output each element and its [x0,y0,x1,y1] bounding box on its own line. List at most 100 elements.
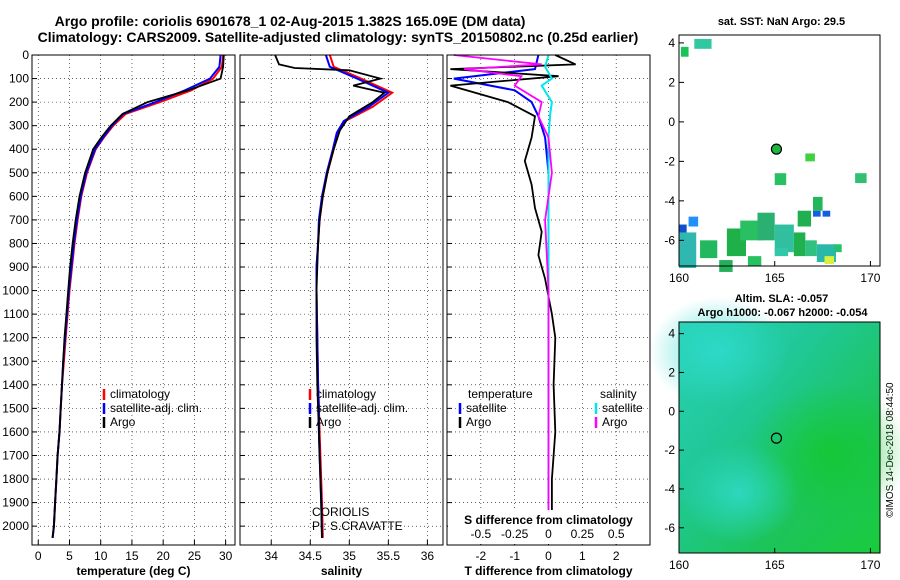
salinity-xtick-label: 36 [421,549,435,563]
sst-patch [855,173,867,184]
difference-xtick-label: -1 [509,549,520,563]
map-ytick-label: 2 [668,365,675,379]
salinity-xtick-label: 35 [343,549,357,563]
temperature-xtick-label: 20 [156,549,170,563]
depth-tick-label: 400 [9,142,29,156]
sst-patch [700,240,718,259]
sst-patch [757,212,775,241]
sst-patch [805,153,815,162]
sst-patch [834,244,842,253]
series-line-argo [51,54,225,538]
difference-frame [446,54,651,546]
map-frame [678,34,881,267]
temperature-xtick-label: 25 [188,549,202,563]
difference-xtick-label: -2 [475,549,486,563]
depth-tick-label: 1500 [2,401,29,415]
map-ytick-label: -2 [664,443,675,457]
depth-tick-label: 900 [9,260,29,274]
pi-annotation: CORIOLIS [312,505,369,519]
depth-tick-label: 1100 [3,307,29,321]
map-ytick-label: 4 [668,36,675,50]
salinity-xlabel: salinity [321,564,363,578]
difference-xtick-label: 2 [613,549,620,563]
sst-patch [824,256,835,265]
legend-label: satellite [466,401,507,415]
temperature-frame [31,54,236,546]
legend-label: climatology [316,387,376,401]
depth-tick-label: 1800 [2,472,29,486]
map-ytick-label: -4 [664,194,675,208]
temperature-xlabel: temperature (deg C) [76,564,190,578]
depth-tick-label: 100 [9,72,29,86]
temperature-profile-panel: 0 5 10 15 20 25 300100200300400500600700800900… [2,48,236,578]
sst-patch [774,224,794,253]
map-subtitle: Argo h1000: -0.067 h2000: -0.054 [698,307,869,319]
sst-patch [813,210,821,217]
argo-position-marker [770,432,783,444]
difference-xtick-label: 0 [545,549,552,563]
legend-label: Argo [110,415,136,429]
map-title: sat. SST: NaN Argo: 29.5 [718,16,845,28]
legend-label: satellite-adj. clim. [316,401,408,415]
argo-position-marker [770,143,783,155]
sst-patch [679,232,697,268]
map-xtick-label: 160 [669,271,689,285]
sst-patch [822,210,831,217]
map-ytick-label: 0 [668,404,675,418]
depth-tick-label: 1900 [2,496,29,510]
legend-label: Argo [316,415,342,429]
difference-xlabel-top: S difference from climatology [464,513,633,527]
temperature-xtick-label: 15 [125,549,139,563]
depth-tick-label: 600 [9,189,29,203]
salinity-xtick-label: 34 [265,549,279,563]
top-axis-backdrop [448,510,649,544]
sla-field-high [649,297,789,407]
depth-tick-label: 800 [9,236,29,250]
difference-top-tick-label: -0.25 [501,527,529,541]
salinity-profile-panel: 34 34.5 35 35.5 36 salinity climatologysatelli… [239,54,444,578]
depth-tick-label: 2000 [2,519,29,533]
map-ytick-label: 2 [668,75,675,89]
depth-tick-label: 0 [22,48,29,62]
difference-top-tick-label: -0.5 [470,527,491,541]
depth-tick-label: 1300 [2,354,29,368]
difference-top-tick-label: 0.25 [571,527,595,541]
map-title: Altim. SLA: -0.057 [735,293,829,305]
depth-tick-label: 500 [9,166,29,180]
map-ytick-label: 0 [668,115,675,129]
series-line-temperature-argo [450,54,576,538]
temperature-xtick-label: 5 [66,549,73,563]
legend-label: Argo [602,415,628,429]
salinity-xtick-label: 35.5 [377,549,401,563]
sst-patch [679,224,687,235]
temperature-xtick-label: 30 [219,549,233,563]
sst-patch [793,232,806,257]
temperature-plot-area [32,55,235,545]
map-ytick-label: -2 [664,154,675,168]
depth-tick-label: 200 [9,95,29,109]
sst-patch [797,210,812,227]
salinity-frame [239,54,444,546]
map-ytick-label: -4 [664,482,675,496]
difference-top-tick-label: 0.5 [608,527,625,541]
sst-patch [774,173,787,186]
depth-tick-label: 700 [9,213,29,227]
map-xtick-label: 170 [860,271,880,285]
sst-patch [774,248,789,257]
depth-tick-label: 1600 [2,425,29,439]
legend-label: satellite-adj. clim. [110,401,202,415]
difference-xtick-label: 1 [579,549,586,563]
map-ytick-label: -6 [664,233,675,247]
depth-tick-label: 1700 [2,448,29,462]
salinity-plot-area [240,55,443,545]
sst-map-panel: 160 165 170 4 2 0 -2 -4 -6 sat. SST: NaN Argo: 29… [664,16,880,285]
map-xtick-label: 165 [765,271,785,285]
difference-profile-panel: -2 -1 0 1 2T difference from climatology S di… [446,54,651,578]
sst-patch [813,196,823,211]
sla-field-high [679,443,799,543]
map-ytick-label: 4 [668,327,675,341]
depth-tick-label: 300 [9,119,29,133]
figure-title-line1: Argo profile: coriolis 6901678_1 02-Aug-… [55,13,526,29]
map-frame [678,321,881,554]
depth-tick-label: 1400 [2,378,29,392]
